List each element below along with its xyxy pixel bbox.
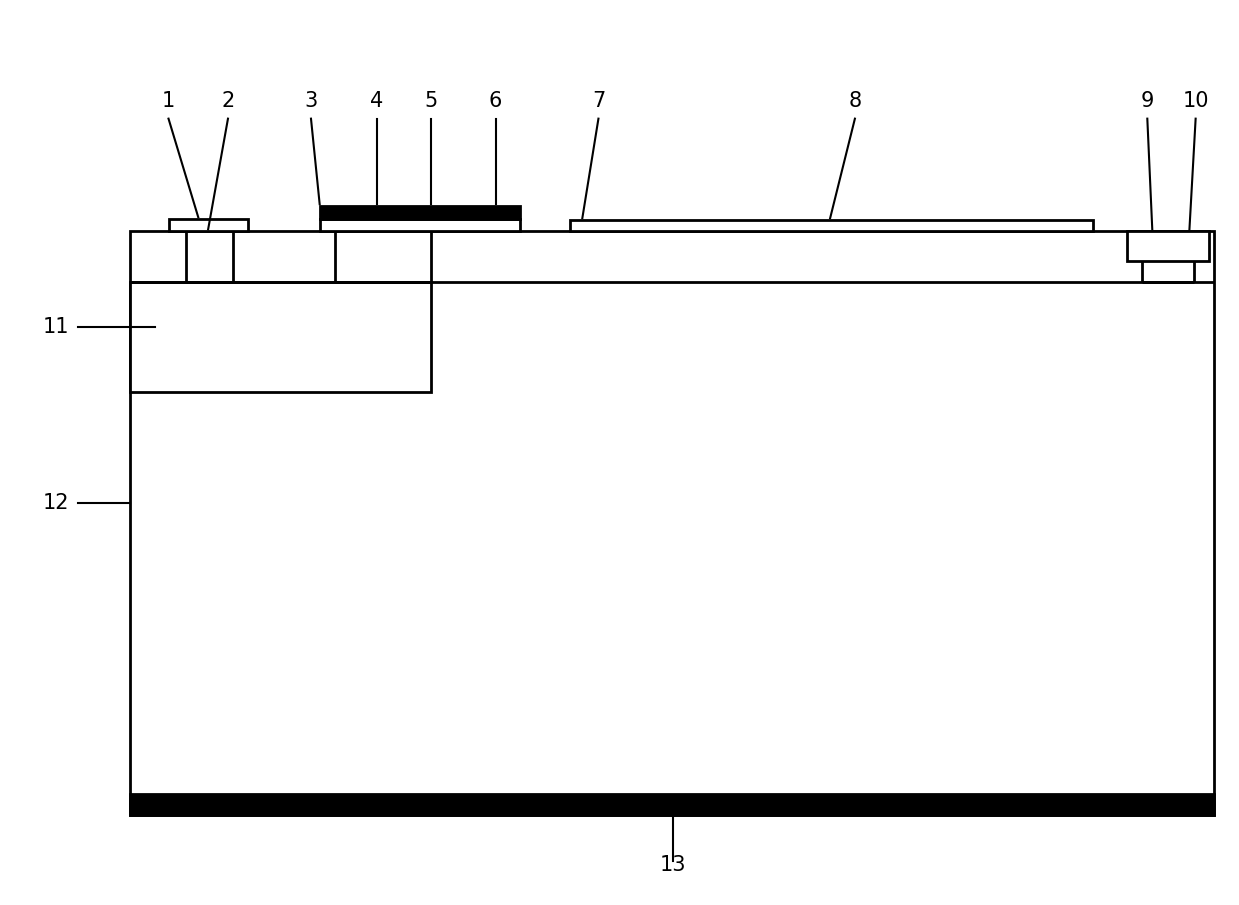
Bar [570, 220, 1093, 232]
Text: 12: 12 [42, 493, 69, 513]
Bar [169, 219, 248, 232]
Text: 5: 5 [425, 90, 437, 110]
Bar [130, 232, 1214, 814]
Bar [130, 795, 1214, 814]
Text: 8: 8 [849, 90, 861, 110]
Text: 2: 2 [222, 90, 234, 110]
Text: 4: 4 [370, 90, 383, 110]
Text: 10: 10 [1182, 90, 1209, 110]
Text: 7: 7 [592, 90, 605, 110]
Text: 6: 6 [489, 90, 502, 110]
Bar [1127, 232, 1209, 262]
Text: 1: 1 [162, 90, 175, 110]
Text: 3: 3 [305, 90, 317, 110]
Text: 9: 9 [1141, 90, 1154, 110]
Bar [320, 206, 520, 219]
Text: 13: 13 [659, 855, 686, 875]
Text: 11: 11 [42, 317, 69, 337]
Bar [130, 281, 431, 392]
Bar [320, 219, 520, 232]
